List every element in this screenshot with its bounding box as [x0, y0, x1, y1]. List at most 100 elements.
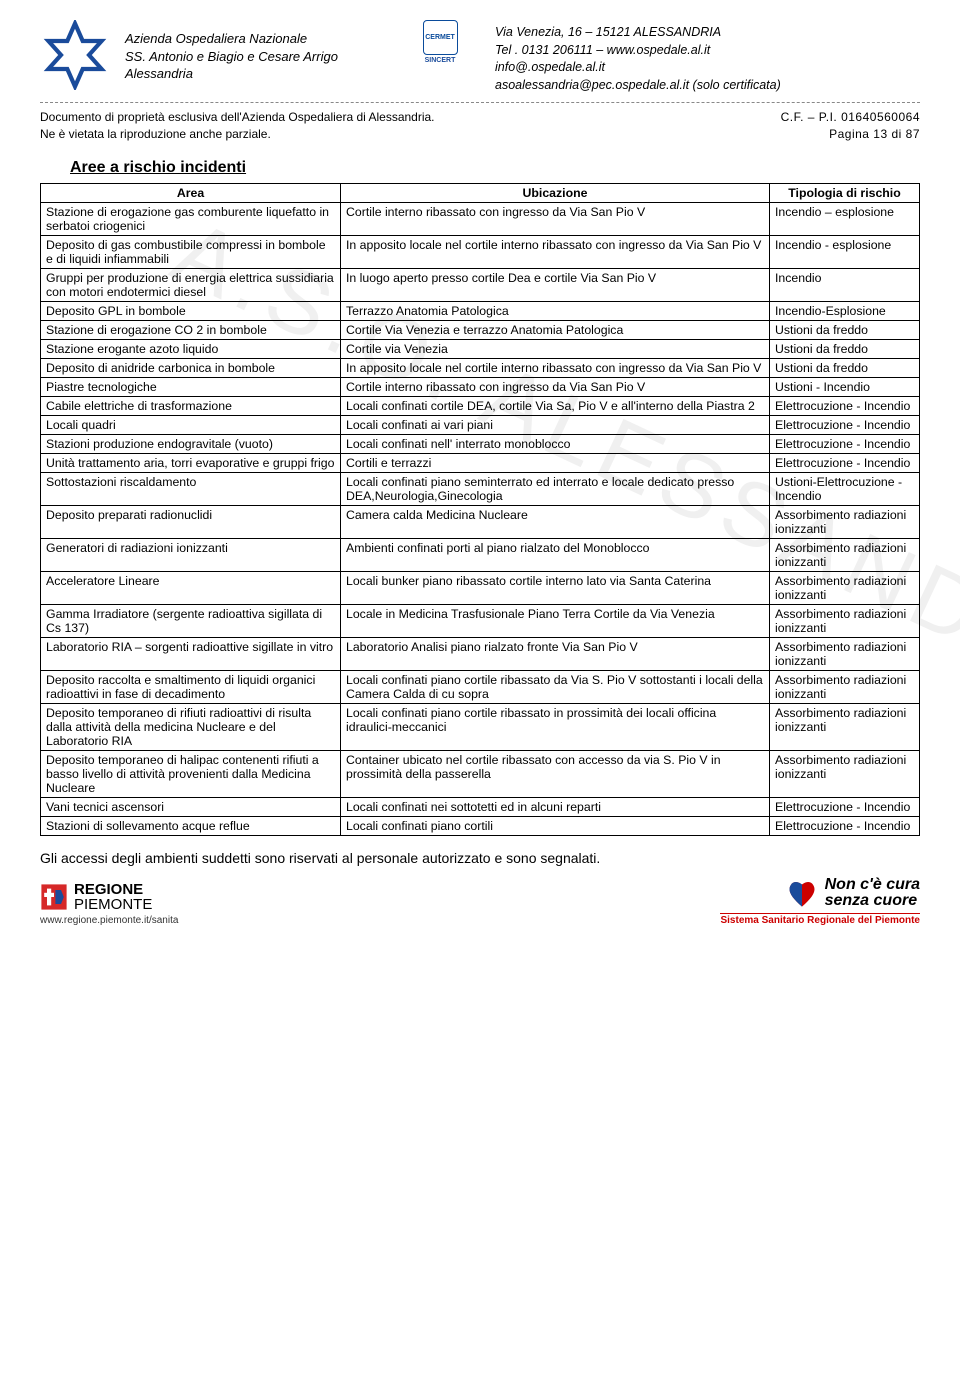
reproduction-note: Ne è vietata la riproduzione anche parzi… [40, 126, 435, 143]
cell-risk: Ustioni da freddo [770, 320, 920, 339]
cell-risk: Assorbimento radiazioni ionizzanti [770, 538, 920, 571]
footer-url: www.regione.piemonte.it/sanita [40, 915, 178, 926]
ssr-label: Sistema Sanitario Regionale del Piemonte [720, 913, 920, 926]
sub-header: Documento di proprietà esclusiva dell'Az… [40, 103, 920, 145]
table-row: Generatori di radiazioni ionizzantiAmbie… [41, 538, 920, 571]
cell-risk: Assorbimento radiazioni ionizzanti [770, 604, 920, 637]
cell-risk: Ustioni - Incendio [770, 377, 920, 396]
table-row: Sottostazioni riscaldamentoLocali confin… [41, 472, 920, 505]
table-row: Deposito temporaneo di halipac contenent… [41, 750, 920, 797]
cell-area: Cabile elettriche di trasformazione [41, 396, 341, 415]
cell-location: Locali confinati piano cortile ribassato… [341, 703, 770, 750]
cell-location: Terrazzo Anatomia Patologica [341, 301, 770, 320]
cell-location: In apposito locale nel cortile interno r… [341, 358, 770, 377]
table-row: Deposito di gas combustibile compressi i… [41, 235, 920, 268]
col-header-area: Area [41, 183, 341, 202]
cell-risk: Incendio-Esplosione [770, 301, 920, 320]
regione-logo: REGIONE PIEMONTE [40, 882, 178, 912]
cell-location: Locale in Medicina Trasfusionale Piano T… [341, 604, 770, 637]
org-line: SS. Antonio e Biagio e Cesare Arrigo [125, 48, 385, 66]
flag-icon [40, 883, 68, 911]
cell-risk: Incendio – esplosione [770, 202, 920, 235]
cell-area: Vani tecnici ascensori [41, 797, 341, 816]
cell-area: Sottostazioni riscaldamento [41, 472, 341, 505]
cell-area: Deposito temporaneo di halipac contenent… [41, 750, 341, 797]
cell-location: In luogo aperto presso cortile Dea e cor… [341, 268, 770, 301]
cermet-icon: CERMET [423, 20, 458, 55]
table-row: Gamma Irradiatore (sergente radioattiva … [41, 604, 920, 637]
cell-area: Stazioni di sollevamento acque reflue [41, 816, 341, 835]
cell-area: Unità trattamento aria, torri evaporativ… [41, 453, 341, 472]
cell-location: Locali confinati cortile DEA, cortile Vi… [341, 396, 770, 415]
table-row: Gruppi per produzione di energia elettri… [41, 268, 920, 301]
cell-area: Deposito raccolta e smaltimento di liqui… [41, 670, 341, 703]
table-row: Cabile elettriche di trasformazioneLocal… [41, 396, 920, 415]
table-row: Deposito preparati radionuclidiCamera ca… [41, 505, 920, 538]
page-footer: REGIONE PIEMONTE www.regione.piemonte.it… [40, 876, 920, 926]
cell-location: Locali confinati ai vari piani [341, 415, 770, 434]
cell-location: Laboratorio Analisi piano rialzato front… [341, 637, 770, 670]
table-row: Stazione di erogazione gas comburente li… [41, 202, 920, 235]
cell-area: Stazione di erogazione CO 2 in bombole [41, 320, 341, 339]
addr-line: asoalessandria@pec.ospedale.al.it (solo … [495, 77, 781, 95]
table-row: Stazione di erogazione CO 2 in bomboleCo… [41, 320, 920, 339]
cell-risk: Assorbimento radiazioni ionizzanti [770, 571, 920, 604]
certification-logos: CERMET SINCERT [400, 20, 480, 64]
sincert-label: SINCERT [425, 57, 456, 64]
cell-location: Cortile interno ribassato con ingresso d… [341, 377, 770, 396]
cell-area: Stazioni produzione endogravitale (vuoto… [41, 434, 341, 453]
table-row: Deposito di anidride carbonica in bombol… [41, 358, 920, 377]
cell-area: Locali quadri [41, 415, 341, 434]
cell-risk: Assorbimento radiazioni ionizzanti [770, 670, 920, 703]
table-row: Stazioni di sollevamento acque reflueLoc… [41, 816, 920, 835]
table-row: Deposito temporaneo di rifiuti radioatti… [41, 703, 920, 750]
address-block: Via Venezia, 16 – 15121 ALESSANDRIA Tel … [495, 20, 781, 94]
cell-location: Cortile Via Venezia e terrazzo Anatomia … [341, 320, 770, 339]
addr-line: info@.ospedale.al.it [495, 59, 781, 77]
cell-location: In apposito locale nel cortile interno r… [341, 235, 770, 268]
table-row: Locali quadriLocali confinati ai vari pi… [41, 415, 920, 434]
cell-area: Acceleratore Lineare [41, 571, 341, 604]
addr-line: Via Venezia, 16 – 15121 ALESSANDRIA [495, 24, 781, 42]
cell-risk: Assorbimento radiazioni ionizzanti [770, 637, 920, 670]
cell-risk: Elettrocuzione - Incendio [770, 396, 920, 415]
page-number: Pagina 13 di 87 [781, 126, 920, 143]
cell-area: Deposito preparati radionuclidi [41, 505, 341, 538]
cell-risk: Elettrocuzione - Incendio [770, 415, 920, 434]
ownership-note: Documento di proprietà esclusiva dell'Az… [40, 109, 435, 126]
heart-icon [785, 876, 819, 910]
cell-risk: Incendio [770, 268, 920, 301]
slogan-line: Non c'è cura [825, 877, 920, 893]
cell-risk: Elettrocuzione - Incendio [770, 816, 920, 835]
cell-location: Cortile interno ribassato con ingresso d… [341, 202, 770, 235]
org-line: Azienda Ospedaliera Nazionale [125, 30, 385, 48]
cell-location: Locali confinati piano seminterrato ed i… [341, 472, 770, 505]
cell-location: Cortile via Venezia [341, 339, 770, 358]
cell-area: Gamma Irradiatore (sergente radioattiva … [41, 604, 341, 637]
page-header: Azienda Ospedaliera Nazionale SS. Antoni… [40, 20, 920, 103]
cell-risk: Incendio - esplosione [770, 235, 920, 268]
cell-risk: Assorbimento radiazioni ionizzanti [770, 505, 920, 538]
cell-location: Locali confinati nell' interrato monoblo… [341, 434, 770, 453]
table-row: Unità trattamento aria, torri evaporativ… [41, 453, 920, 472]
cell-risk: Assorbimento radiazioni ionizzanti [770, 703, 920, 750]
table-row: Deposito GPL in bomboleTerrazzo Anatomia… [41, 301, 920, 320]
cell-location: Ambienti confinati porti al piano rialza… [341, 538, 770, 571]
cell-area: Deposito temporaneo di rifiuti radioatti… [41, 703, 341, 750]
table-row: Vani tecnici ascensoriLocali confinati n… [41, 797, 920, 816]
cell-area: Piastre tecnologiche [41, 377, 341, 396]
org-info: Azienda Ospedaliera Nazionale SS. Antoni… [125, 20, 385, 83]
cell-area: Generatori di radiazioni ionizzanti [41, 538, 341, 571]
cell-area: Stazione erogante azoto liquido [41, 339, 341, 358]
table-row: Laboratorio RIA – sorgenti radioattive s… [41, 637, 920, 670]
fiscal-code: C.F. – P.I. 01640560064 [781, 109, 920, 126]
table-row: Deposito raccolta e smaltimento di liqui… [41, 670, 920, 703]
col-header-location: Ubicazione [341, 183, 770, 202]
cell-risk: Ustioni da freddo [770, 339, 920, 358]
piemonte-label: PIEMONTE [74, 897, 152, 912]
cell-area: Deposito di gas combustibile compressi i… [41, 235, 341, 268]
cell-area: Laboratorio RIA – sorgenti radioattive s… [41, 637, 341, 670]
cell-location: Locali confinati nei sottotetti ed in al… [341, 797, 770, 816]
table-row: Stazione erogante azoto liquidoCortile v… [41, 339, 920, 358]
cell-area: Deposito di anidride carbonica in bombol… [41, 358, 341, 377]
